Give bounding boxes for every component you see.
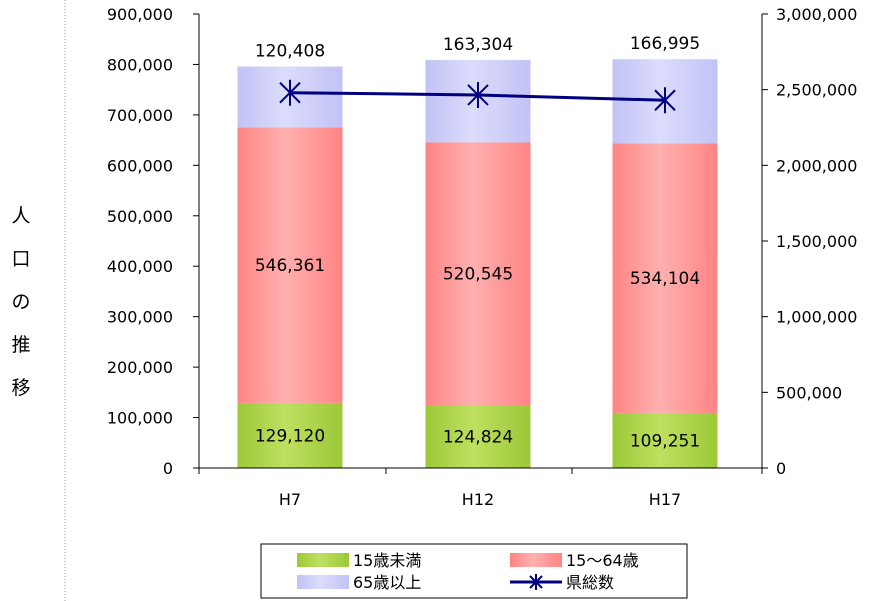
data-label: 109,251 — [630, 431, 700, 451]
line-point-marker — [467, 81, 489, 108]
y-tick-label: 800,000 — [107, 55, 173, 74]
legend-swatch — [297, 575, 349, 589]
y2-tick-label: 1,500,000 — [776, 232, 857, 251]
legend-swatch — [297, 553, 349, 567]
line-point-marker — [279, 79, 301, 106]
y-tick-label: 300,000 — [107, 308, 173, 327]
x-tick-label: H17 — [649, 490, 681, 509]
data-label: 534,104 — [630, 269, 700, 289]
y-tick-label: 0 — [163, 459, 173, 478]
legend-marker — [529, 574, 543, 590]
y-tick-label: 200,000 — [107, 358, 173, 377]
y-axis-label-char: 移 — [11, 377, 30, 399]
data-label: 120,408 — [255, 42, 325, 62]
y-tick-label: 700,000 — [107, 106, 173, 125]
y2-tick-label: 2,000,000 — [776, 156, 857, 175]
y-axis-label-char: 人 — [11, 205, 30, 227]
data-label: 124,824 — [443, 428, 513, 448]
legend-label: 15～64歳 — [566, 551, 639, 570]
data-label: 129,120 — [255, 426, 325, 446]
legend-swatch — [510, 553, 562, 567]
y-axis-label-char: 口 — [11, 248, 30, 270]
y-tick-label: 100,000 — [107, 409, 173, 428]
y-axis-label-char: の — [11, 291, 30, 313]
y-axis-label-char: 推 — [11, 334, 30, 356]
bar-under15 — [237, 402, 343, 468]
data-label: 166,995 — [630, 34, 700, 54]
y-tick-label: 500,000 — [107, 207, 173, 226]
bar-age15-64 — [612, 143, 718, 413]
y-tick-label: 600,000 — [107, 156, 173, 175]
y2-tick-label: 0 — [776, 459, 786, 478]
y2-tick-label: 3,000,000 — [776, 5, 857, 24]
line-point-marker — [654, 87, 676, 114]
bar-under15 — [425, 405, 531, 468]
bar-age15-64 — [237, 127, 343, 403]
legend-label: 15歳未満 — [353, 551, 421, 570]
bar-age15-64 — [425, 142, 531, 406]
data-label: 520,545 — [443, 265, 513, 285]
y-tick-label: 400,000 — [107, 257, 173, 276]
legend-label: 65歳以上 — [353, 573, 421, 592]
legend-label: 県総数 — [566, 573, 614, 592]
x-tick-label: H12 — [462, 490, 494, 509]
data-label: 163,304 — [443, 35, 513, 55]
data-label: 546,361 — [255, 256, 325, 276]
y2-tick-label: 2,500,000 — [776, 81, 857, 100]
bar-under15 — [612, 412, 718, 468]
y2-tick-label: 1,000,000 — [776, 308, 857, 327]
y-tick-label: 900,000 — [107, 5, 173, 24]
x-tick-label: H7 — [279, 490, 301, 509]
y2-tick-label: 500,000 — [776, 383, 842, 402]
